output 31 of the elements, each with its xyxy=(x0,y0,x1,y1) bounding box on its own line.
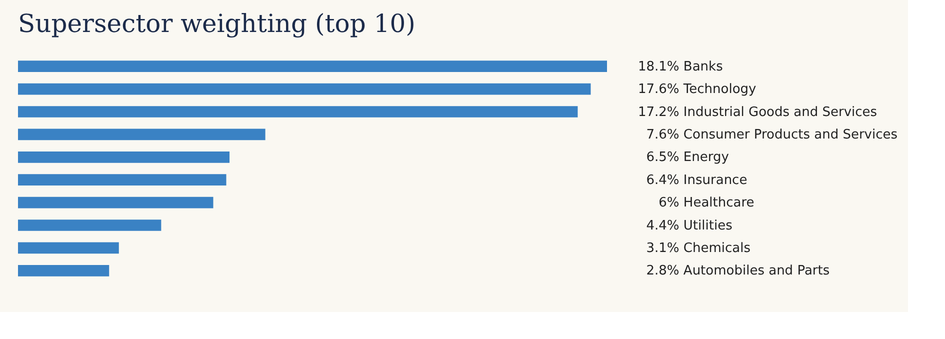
bar xyxy=(18,106,578,118)
bar xyxy=(18,242,119,254)
y-tick-label: Healthcare xyxy=(683,196,754,211)
data-label: 17.2% xyxy=(638,104,680,120)
data-label: 6.5% xyxy=(646,150,680,166)
data-label: 4.4% xyxy=(646,218,680,234)
bar xyxy=(18,60,607,72)
data-label: 7.6% xyxy=(646,127,680,142)
bar xyxy=(18,174,226,186)
y-tick-label: Automobiles and Parts xyxy=(683,264,830,279)
y-tick-label: Insurance xyxy=(683,172,748,188)
bar xyxy=(18,128,266,140)
data-label: 6% xyxy=(658,196,680,211)
data-label: 2.8% xyxy=(646,264,680,279)
data-label: 17.6% xyxy=(638,82,680,98)
y-tick-label: Industrial Goods and Services xyxy=(683,104,878,120)
data-label: 3.1% xyxy=(646,240,680,256)
data-label: 18.1% xyxy=(638,59,680,74)
bar xyxy=(18,264,110,276)
y-tick-label: Chemicals xyxy=(683,240,751,256)
data-label: 6.4% xyxy=(646,172,680,188)
y-tick-label: Banks xyxy=(683,59,724,74)
bar xyxy=(18,151,230,163)
y-tick-label: Utilities xyxy=(683,218,733,234)
bar xyxy=(18,83,591,95)
bar xyxy=(18,196,214,208)
y-tick-label: Energy xyxy=(683,150,730,166)
y-tick-label: Technology xyxy=(682,82,757,98)
bar xyxy=(18,220,162,231)
y-tick-label: Consumer Products and Services xyxy=(683,127,898,142)
chart-title: Supersector weighting (top 10) xyxy=(18,9,416,38)
